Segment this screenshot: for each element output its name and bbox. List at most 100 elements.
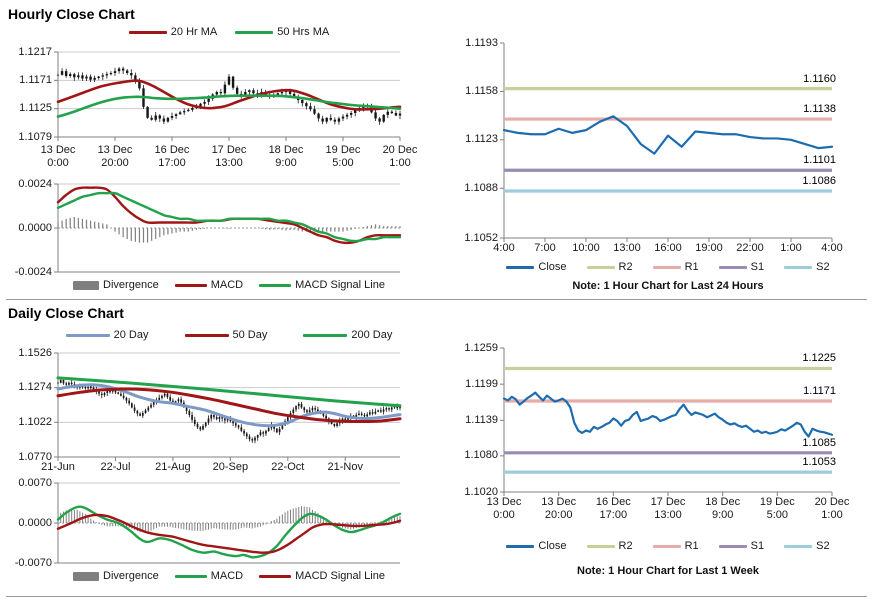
legend-label: MACD — [210, 279, 244, 291]
legend-swatch-20-day — [65, 333, 110, 337]
level-label-r1: 1.1171 — [803, 385, 836, 398]
x-tick-label: 22-Oct — [271, 461, 305, 473]
x-tick-label: 22:00 — [736, 242, 764, 254]
legend-swatch-divergence — [73, 280, 100, 290]
x-tick-label: 20 Dec 1:00 — [814, 496, 850, 521]
hourly-macd-chart — [54, 183, 402, 273]
legend-label: R1 — [684, 261, 699, 273]
x-tick-label: 21-Aug — [155, 461, 191, 473]
y-tick-label: 1.1526 — [18, 346, 52, 359]
y-tick-label: 1.1080 — [464, 449, 498, 462]
legend-label: S2 — [816, 261, 830, 273]
legend-label: R1 — [684, 540, 699, 552]
y-tick-label: -0.0070 — [14, 556, 52, 569]
legend-item: S1 — [718, 261, 764, 273]
legend-item: R2 — [586, 540, 633, 552]
y-tick-label: 1.1125 — [19, 102, 52, 115]
daily-macd-chart — [54, 482, 402, 564]
hourly-pivot-chart — [500, 42, 834, 242]
y-tick-label: 1.1259 — [464, 341, 498, 354]
x-tick-label: 20 Dec 1:00 — [382, 144, 418, 169]
legend-item: R1 — [652, 540, 699, 552]
legend-item: MACD Signal Line — [259, 279, 385, 291]
x-tick-label: 13:00 — [613, 242, 641, 254]
y-tick-label: 1.1199 — [465, 377, 498, 390]
y-tick-label: 1.1274 — [18, 381, 52, 394]
legend-swatch-divergence — [73, 571, 100, 581]
level-label-s1: 1.1085 — [802, 436, 836, 449]
y-tick-label: 0.0024 — [18, 177, 52, 190]
legend-label: R2 — [618, 540, 633, 552]
level-label-r1: 1.1138 — [803, 103, 836, 116]
x-tick-label: 16 Dec 17:00 — [595, 496, 631, 521]
daily_price-legend: 20 Day 50 Day 200 Day — [58, 329, 400, 341]
y-tick-label: 1.0770 — [18, 450, 52, 463]
legend-label: Divergence — [103, 570, 159, 582]
daily-pivot-chart — [500, 347, 834, 496]
x-tick-label: 19 Dec 5:00 — [325, 144, 361, 169]
y-tick-label: 1.1123 — [465, 133, 498, 146]
section-divider — [6, 299, 867, 300]
legend-swatch-macd-signal-line — [259, 283, 292, 287]
y-tick-label: 1.1022 — [18, 415, 52, 428]
legend-label: S2 — [816, 540, 830, 552]
legend-swatch-macd — [174, 283, 207, 287]
level-label-r2: 1.1160 — [803, 72, 836, 85]
x-tick-label: 16:00 — [654, 242, 682, 254]
legend-swatch-50-day — [184, 333, 229, 337]
legend-item: 50 Hrs MA — [235, 26, 329, 38]
x-tick-label: 13 Dec 20:00 — [97, 144, 133, 169]
legend-swatch-close — [506, 544, 535, 548]
legend-swatch-s1 — [718, 544, 747, 548]
legend-item: S2 — [784, 261, 830, 273]
legend-item: Close — [506, 540, 567, 552]
legend-swatch-macd — [174, 574, 207, 578]
legend-swatch-s2 — [784, 544, 813, 548]
y-tick-label: 1.1171 — [19, 73, 52, 86]
y-tick-label: 1.1088 — [464, 181, 498, 194]
legend-swatch-macd-signal-line — [259, 574, 292, 578]
legend-item: Divergence — [73, 279, 159, 291]
y-tick-label: 1.1079 — [18, 130, 52, 143]
x-tick-label: 10:00 — [572, 242, 600, 254]
y-tick-label: 1.1139 — [465, 413, 498, 426]
legend-label: MACD Signal Line — [295, 279, 385, 291]
x-tick-label: 18 Dec 9:00 — [705, 496, 741, 521]
level-label-r2: 1.1225 — [802, 352, 836, 365]
legend-item: R2 — [586, 261, 633, 273]
y-tick-label: 1.1217 — [18, 45, 52, 58]
legend-label: Close — [538, 261, 567, 273]
legend-label: 20 Day — [113, 329, 149, 341]
legend-item: Close — [506, 261, 567, 273]
legend-label: 20 Hr MA — [170, 26, 218, 38]
x-tick-label: 1:00 — [780, 242, 802, 254]
hourly-section-title: Hourly Close Chart — [8, 6, 135, 22]
y-tick-label: 0.0000 — [18, 516, 52, 529]
legend-swatch-r1 — [652, 265, 681, 269]
legend-swatch-close — [506, 265, 535, 269]
legend-item: 20 Hr MA — [128, 26, 218, 38]
x-tick-label: 21-Nov — [327, 461, 363, 473]
legend-swatch-r2 — [586, 544, 615, 548]
legend-label: MACD — [210, 570, 244, 582]
y-tick-label: 0.0070 — [18, 476, 52, 489]
x-tick-label: 22-Jul — [100, 461, 131, 473]
x-tick-label: 13 Dec 20:00 — [541, 496, 577, 521]
x-tick-label: 19:00 — [695, 242, 723, 254]
level-label-s1: 1.1101 — [803, 154, 836, 167]
legend-label: Close — [538, 540, 567, 552]
legend-swatch-r1 — [652, 544, 681, 548]
level-label-s2: 1.1053 — [802, 456, 836, 469]
hourly_price-legend: 20 Hr MA 50 Hrs MA — [58, 26, 400, 38]
legend-swatch-20-hr-ma — [128, 30, 167, 34]
legend-swatch-s2 — [784, 265, 813, 269]
hourly-price-chart — [54, 51, 402, 141]
daily-pivot-note: Note: 1 Hour Chart for Last 1 Week — [577, 565, 759, 577]
y-tick-label: 1.1193 — [465, 36, 498, 49]
x-tick-label: 13 Dec 0:00 — [40, 144, 76, 169]
bottom-divider — [6, 596, 867, 597]
legend-swatch-50-hrs-ma — [235, 30, 274, 34]
legend-item: 200 Day — [303, 329, 392, 341]
y-tick-label: 1.1158 — [465, 84, 498, 97]
